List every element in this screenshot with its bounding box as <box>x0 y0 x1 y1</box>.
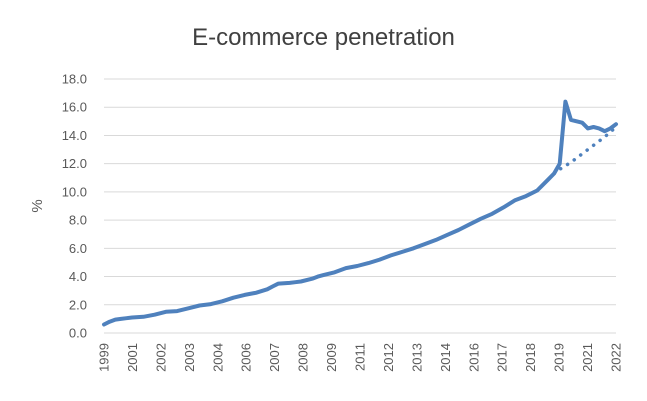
x-tick-label: 1999 <box>97 343 112 372</box>
x-tick-label: 2002 <box>153 343 168 372</box>
y-axis-ticks: 0.0 2.0 4.0 6.0 8.0 10.0 12.0 14.0 16.0 18.0 <box>62 72 87 341</box>
x-tick-label: 2009 <box>324 343 339 372</box>
x-tick-label: 2003 <box>182 343 197 372</box>
y-tick-label: 8.0 <box>69 213 87 228</box>
y-tick-label: 18.0 <box>62 72 87 87</box>
series-lines <box>102 99 618 327</box>
x-tick-label: 2004 <box>210 343 225 372</box>
chart-title: E-commerce penetration <box>192 24 455 51</box>
x-axis-ticks: 1999 2001 2002 2003 2004 2006 2007 2008 2009 2011… <box>97 343 624 372</box>
trend-line-dotted <box>552 125 618 176</box>
x-tick-label: 2012 <box>381 343 396 372</box>
y-tick-label: 14.0 <box>62 128 87 143</box>
x-tick-label: 2013 <box>409 343 424 372</box>
x-tick-label: 2014 <box>438 343 453 372</box>
x-tick-label: 2019 <box>552 343 567 372</box>
y-tick-label: 6.0 <box>69 241 87 256</box>
y-tick-label: 10.0 <box>62 184 87 199</box>
y-axis-title: % <box>29 199 46 212</box>
x-tick-label: 2016 <box>466 343 481 372</box>
x-tick-label: 2007 <box>267 343 282 372</box>
x-tick-label: 2022 <box>609 343 624 372</box>
x-tick-label: 2001 <box>125 343 140 372</box>
x-tick-label: 2021 <box>580 343 595 372</box>
y-tick-label: 2.0 <box>69 297 87 312</box>
x-tick-label: 2008 <box>296 343 311 372</box>
gridlines <box>104 78 616 334</box>
y-tick-label: 12.0 <box>62 156 87 171</box>
y-tick-label: 4.0 <box>69 269 87 284</box>
x-tick-label: 2011 <box>353 343 368 371</box>
penetration-line <box>102 99 618 327</box>
x-tick-label: 2006 <box>239 343 254 372</box>
y-tick-label: 16.0 <box>62 100 87 115</box>
y-tick-label: 0.0 <box>69 326 87 341</box>
x-tick-label: 2018 <box>523 343 538 372</box>
x-tick-label: 2017 <box>495 343 510 372</box>
